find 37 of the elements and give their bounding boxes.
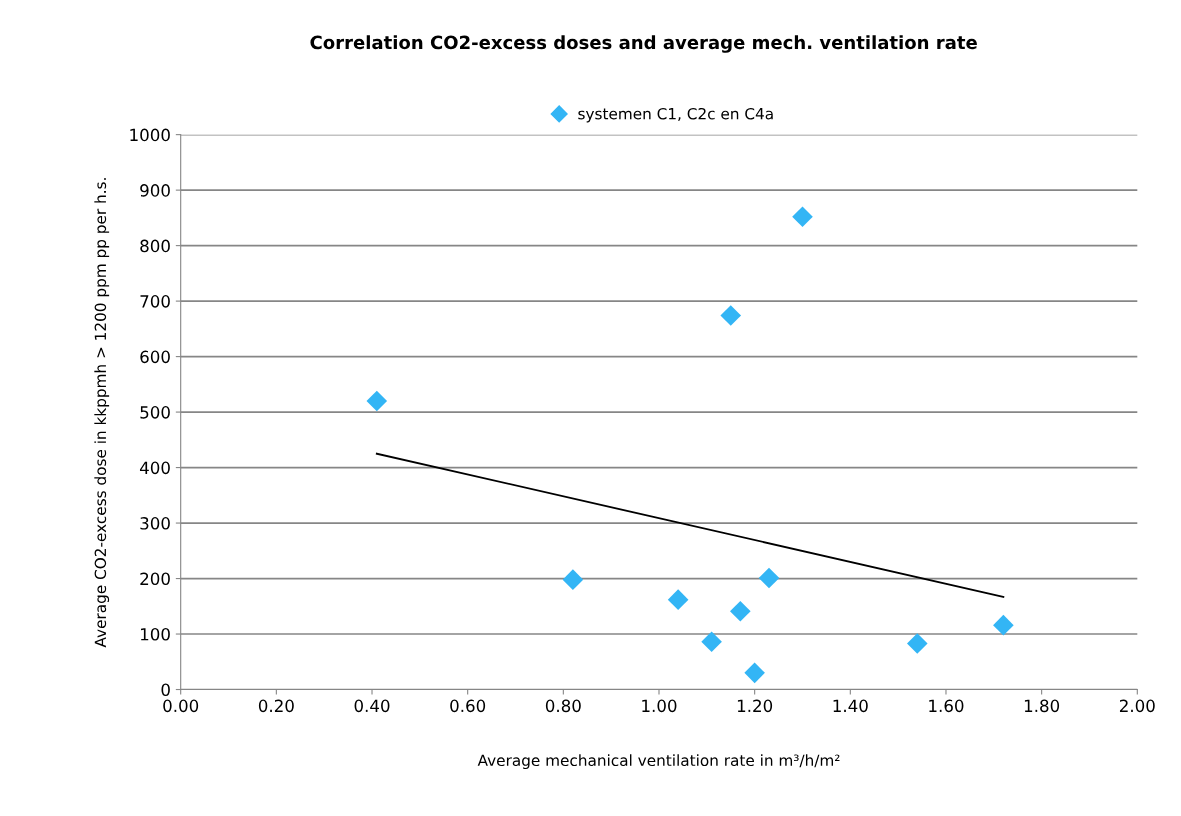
x-tick-label: 0.80 (545, 699, 581, 713)
x-tick-label: 0.20 (258, 699, 294, 713)
point (562, 569, 584, 590)
y-tick-label: 900 (140, 184, 170, 197)
x-tick-label: 1.80 (1024, 699, 1060, 713)
point (701, 631, 722, 653)
x-tick-label: 1.20 (737, 699, 773, 713)
point (758, 567, 780, 589)
y-axis-title: Average CO2-excess dose in kkppmh > 1200 ppm pp per h.s. (94, 178, 110, 648)
chart-title: Correlation CO2-excess doses and average mech. ventilation rate (310, 35, 977, 53)
y-tick-label: 100 (140, 627, 170, 641)
y-tick-label: 400 (139, 461, 170, 475)
point (744, 662, 765, 684)
y-tick-label: 1000 (130, 128, 170, 142)
y-tick-label: 500 (140, 406, 170, 419)
point (366, 390, 388, 412)
point (720, 305, 742, 326)
point (730, 600, 751, 622)
x-tick-label: 2.00 (1119, 699, 1155, 713)
y-tick-label: 300 (140, 517, 170, 530)
y-tick-label: 200 (140, 572, 170, 586)
y-tick-label: 700 (140, 295, 170, 308)
x-tick-label: 1.60 (929, 699, 964, 713)
point (667, 589, 689, 610)
y-tick-label: 800 (140, 239, 170, 253)
x-tick-label: 0.40 (354, 699, 390, 713)
y-tick-label: 0 (161, 683, 170, 697)
x-axis-title: Average mechanical ventilation rate in m³/h/m² (477, 754, 840, 770)
legend-label: systemen C1, C2c en C4a (578, 107, 773, 123)
point (993, 614, 1014, 636)
x-tick-label: 0.60 (450, 699, 486, 713)
x-tick-label: 1.40 (833, 699, 868, 713)
point (792, 206, 813, 228)
y-tick-label: 600 (140, 350, 170, 364)
x-tick-label: 0.00 (163, 699, 199, 713)
x-tick-label: 1.00 (642, 699, 677, 713)
point (906, 633, 928, 654)
